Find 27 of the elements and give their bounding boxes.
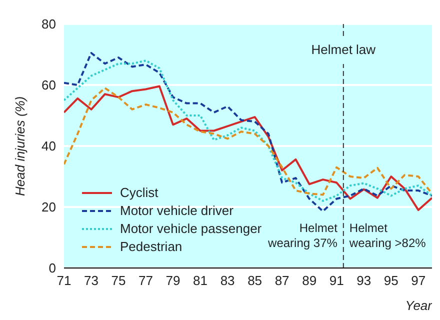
- legend-label: Motor vehicle driver: [120, 202, 234, 220]
- x-tick-label: 87: [274, 273, 290, 288]
- x-tick-label: 79: [166, 273, 180, 288]
- y-tick-label: 40: [42, 138, 56, 154]
- x-tick-label: 81: [193, 273, 208, 288]
- ref-line-label: Helmet law: [311, 42, 376, 57]
- x-tick-label: 71: [56, 273, 72, 288]
- y-tick-label: 60: [42, 78, 56, 93]
- annotation: Helmet wearing 37%: [267, 221, 338, 250]
- x-tick-label: 89: [302, 273, 317, 288]
- y-tick-label: 80: [42, 16, 56, 32]
- y-tick-label: 0: [48, 260, 56, 276]
- x-tick-label: 77: [138, 273, 154, 288]
- x-tick-label: 97: [411, 273, 426, 288]
- annotation: Helmet wearing >82%: [348, 221, 426, 250]
- x-tick-label: 95: [384, 273, 398, 288]
- y-tick-label: 20: [42, 200, 56, 215]
- x-tick-label: 85: [248, 273, 262, 288]
- legend-label: Motor vehicle passenger: [120, 220, 262, 238]
- legend-label: Pedestrian: [120, 238, 182, 256]
- x-tick-label: 75: [111, 273, 126, 288]
- x-tick-label: 73: [84, 273, 98, 288]
- x-tick-label: 91: [329, 273, 344, 288]
- x-tick-label: 83: [220, 273, 235, 288]
- x-tick-label: 93: [356, 273, 372, 288]
- y-axis-title: Head injuries (%): [12, 96, 28, 196]
- legend-label: Cyclist: [120, 184, 158, 202]
